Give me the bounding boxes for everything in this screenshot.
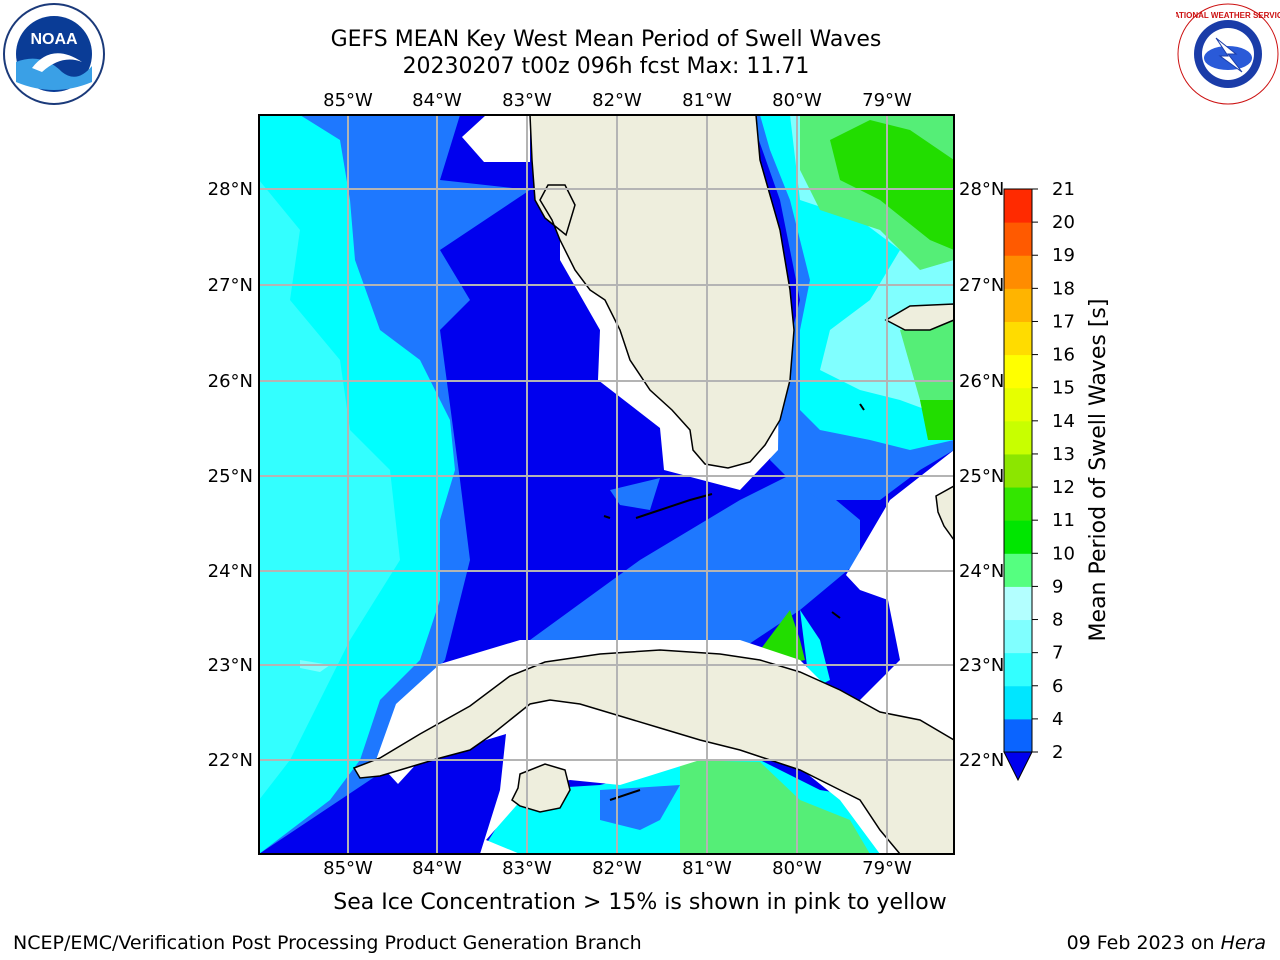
colorbar-tick-label: 21 xyxy=(1052,179,1075,200)
colorbar-segment xyxy=(1004,354,1032,389)
date-line: 09 Feb 2023 on Hera xyxy=(1067,932,1266,954)
host-name: Hera xyxy=(1220,932,1266,954)
swell-period-field xyxy=(259,115,954,854)
colorbar-tick-label: 8 xyxy=(1052,610,1063,631)
colorbar-tick-label: 7 xyxy=(1052,643,1063,664)
colorbar-tick-label: 19 xyxy=(1052,245,1075,266)
land xyxy=(352,115,954,854)
colorbar-segment xyxy=(1004,586,1032,621)
colorbar-tick-label: 14 xyxy=(1052,411,1075,432)
nws-logo: NATIONAL WEATHER SERVICE xyxy=(1176,3,1280,105)
lat-label: 26°N xyxy=(208,371,253,392)
lon-label: 85°W xyxy=(323,90,373,111)
colorbar-segment xyxy=(1004,718,1032,753)
colorbar: 2 4 6 7 8 9 10 11 12 13 14 15 16 17 18 19 20 21 xyxy=(1003,179,1075,782)
lat-label: 25°N xyxy=(208,466,253,487)
colorbar-label: Mean Period of Swell Waves [s] xyxy=(1086,299,1111,642)
chart-title: GEFS MEAN Key West Mean Period of Swell … xyxy=(330,27,882,52)
lon-label: 84°W xyxy=(412,90,462,111)
lon-label: 81°W xyxy=(682,90,732,111)
colorbar-segment xyxy=(1004,387,1032,422)
lon-label: 85°W xyxy=(323,858,373,879)
lon-label: 83°W xyxy=(502,90,552,111)
colorbar-tick-label: 18 xyxy=(1052,278,1075,299)
lon-label: 79°W xyxy=(862,90,912,111)
colorbar-segment xyxy=(1004,553,1032,587)
colorbar-segment xyxy=(1004,520,1032,554)
noaa-logo-text: NOAA xyxy=(30,31,78,48)
lon-label: 82°W xyxy=(592,90,642,111)
colorbar-tick-label: 9 xyxy=(1052,576,1063,597)
lon-label: 81°W xyxy=(682,858,732,879)
lat-label: 22°N xyxy=(959,750,1004,771)
colorbar-tick-label: 20 xyxy=(1052,212,1075,233)
graticule xyxy=(259,115,954,854)
colorbar-segment xyxy=(1004,255,1032,289)
lat-labels-left: 22°N 23°N 24°N 25°N 26°N 27°N 28°N xyxy=(208,179,253,771)
colorbar-segment xyxy=(1004,487,1032,521)
colorbar-segment xyxy=(1004,222,1032,256)
lat-label: 24°N xyxy=(208,561,253,582)
lat-label: 27°N xyxy=(208,275,253,296)
lon-labels-bottom: 85°W 84°W 83°W 82°W 81°W 80°W 79°W xyxy=(323,858,912,879)
lon-label: 83°W xyxy=(502,858,552,879)
colorbar-segment xyxy=(1004,420,1032,455)
colorbar-segment xyxy=(1004,288,1032,322)
colorbar-segment xyxy=(1004,619,1032,654)
colorbar-tick-label: 16 xyxy=(1052,345,1075,366)
lat-label: 23°N xyxy=(208,655,253,676)
noaa-logo: NOAA xyxy=(3,3,105,105)
lat-labels-right: 22°N 23°N 24°N 25°N 26°N 27°N 28°N xyxy=(959,179,1004,771)
lat-label: 28°N xyxy=(959,179,1004,200)
lat-label: 25°N xyxy=(959,466,1004,487)
colorbar-segment xyxy=(1004,685,1032,720)
colorbar-segment xyxy=(1004,453,1032,488)
colorbar-segment xyxy=(1004,652,1032,687)
lon-label: 82°W xyxy=(592,858,642,879)
colorbar-segment xyxy=(1004,189,1032,223)
footnote: Sea Ice Concentration > 15% is shown in … xyxy=(333,890,947,915)
credit-line: NCEP/EMC/Verification Post Processing Pr… xyxy=(13,932,642,954)
lon-label: 80°W xyxy=(772,858,822,879)
map-frame xyxy=(258,114,955,855)
colorbar-tick-label: 13 xyxy=(1052,444,1075,465)
colorbar-segment xyxy=(1004,321,1032,356)
colorbar-tick-label: 12 xyxy=(1052,477,1075,498)
colorbar-tick-label: 15 xyxy=(1052,378,1075,399)
lat-label: 24°N xyxy=(959,561,1004,582)
lon-labels-top: 85°W 84°W 83°W 82°W 81°W 80°W 79°W xyxy=(323,90,912,111)
lat-label: 22°N xyxy=(208,750,253,771)
lat-label: 28°N xyxy=(208,179,253,200)
colorbar-tick-label: 17 xyxy=(1052,311,1075,332)
colorbar-tick-label: 4 xyxy=(1052,709,1063,730)
colorbar-tick-label: 11 xyxy=(1052,510,1075,531)
nws-logo-text: NATIONAL WEATHER SERVICE xyxy=(1176,11,1280,20)
lon-label: 79°W xyxy=(862,858,912,879)
chart-subtitle: 20230207 t00z 096h fcst Max: 11.71 xyxy=(402,54,810,79)
date-text: 09 Feb 2023 on xyxy=(1066,932,1221,954)
lat-label: 26°N xyxy=(959,371,1004,392)
colorbar-tick-label: 6 xyxy=(1052,676,1063,697)
colorbar-tick-label: 2 xyxy=(1052,742,1063,763)
colorbar-tick-label: 10 xyxy=(1052,543,1075,564)
lon-label: 80°W xyxy=(772,90,822,111)
lat-label: 27°N xyxy=(959,275,1004,296)
colorbar-extension xyxy=(1003,751,1033,782)
lon-label: 84°W xyxy=(412,858,462,879)
colorbar-frame xyxy=(1003,188,1033,753)
lat-label: 23°N xyxy=(959,655,1004,676)
keys-and-islets xyxy=(603,403,865,801)
